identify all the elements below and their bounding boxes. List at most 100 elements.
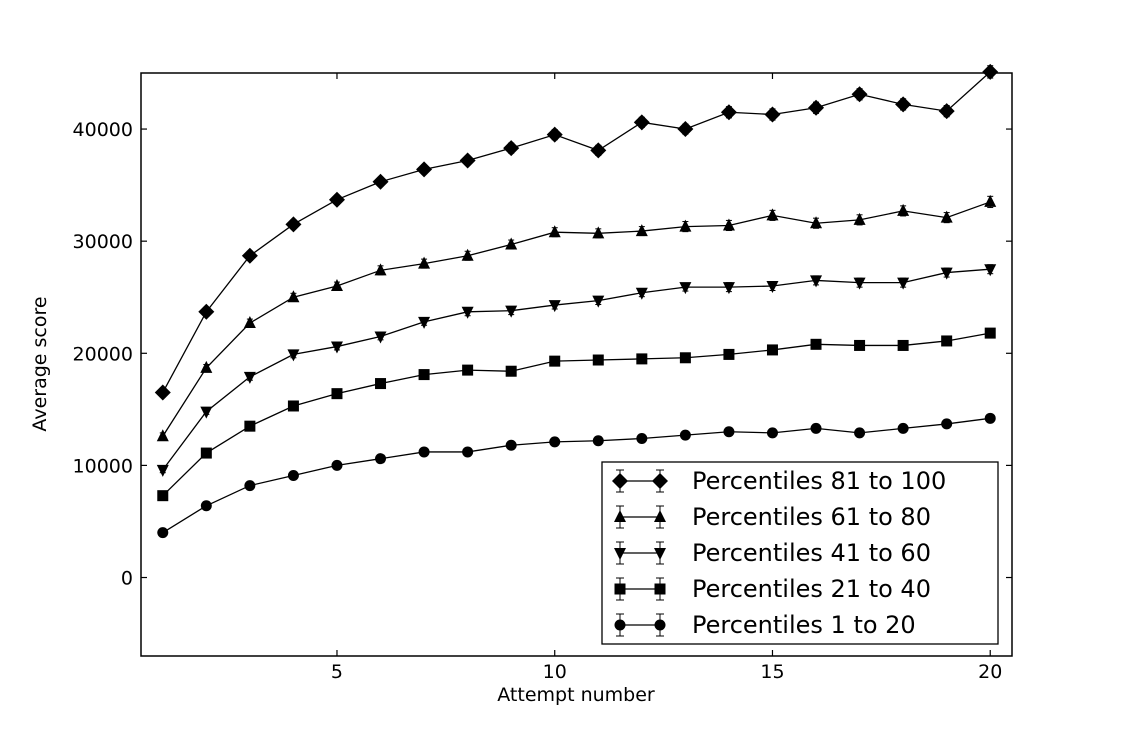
- legend-marker: [654, 548, 666, 560]
- legend-entry: Percentiles 21 to 40: [614, 575, 931, 603]
- data-point: [459, 152, 476, 169]
- data-point: [285, 216, 302, 233]
- x-axis-label: Attempt number: [497, 684, 655, 706]
- data-point: [722, 218, 735, 231]
- data-point: [633, 114, 650, 131]
- data-point: [940, 210, 953, 223]
- data-point: [200, 406, 213, 419]
- data-point: [984, 412, 996, 424]
- data-point: [200, 447, 212, 459]
- data-point: [418, 316, 431, 329]
- data-point: [418, 369, 430, 381]
- data-point: [154, 384, 171, 401]
- legend-marker: [654, 619, 666, 631]
- data-point: [243, 371, 256, 384]
- data-point: [984, 327, 996, 339]
- series-3: [156, 264, 997, 477]
- data-point: [984, 264, 997, 277]
- series-2: [156, 194, 997, 442]
- data-point: [505, 365, 517, 377]
- data-point: [418, 446, 430, 458]
- legend: Percentiles 81 to 100 Percentiles 61 to 8…: [601, 461, 999, 645]
- series-line: [162, 201, 991, 437]
- data-point: [938, 103, 955, 120]
- data-point: [156, 464, 169, 477]
- series-5: [157, 412, 996, 539]
- data-point: [549, 355, 561, 367]
- data-point: [636, 432, 648, 444]
- data-point: [766, 281, 779, 294]
- data-point: [548, 225, 561, 238]
- x-tick-label: 5: [331, 661, 343, 683]
- legend-label: Percentiles 61 to 80: [692, 503, 931, 531]
- data-point: [897, 422, 909, 434]
- data-point: [982, 63, 999, 80]
- y-tick-label: 0: [121, 568, 133, 590]
- series-4: [157, 327, 996, 502]
- data-point: [505, 439, 517, 451]
- data-point: [679, 352, 691, 364]
- data-point: [940, 267, 953, 280]
- data-point: [549, 436, 561, 448]
- data-point: [853, 277, 866, 290]
- data-point: [941, 418, 953, 430]
- data-point: [808, 99, 825, 116]
- series-1: [154, 63, 999, 401]
- data-point: [635, 224, 648, 237]
- data-point: [592, 435, 604, 447]
- legend-label: Percentiles 41 to 60: [692, 539, 931, 567]
- legend-marker: [614, 548, 626, 560]
- data-point: [677, 121, 694, 138]
- legend-marker: [654, 510, 666, 522]
- data-point: [461, 248, 474, 261]
- y-tick-label: 10000: [73, 455, 133, 477]
- data-point: [461, 306, 474, 319]
- data-point: [679, 429, 691, 441]
- data-point: [241, 247, 258, 264]
- data-point: [766, 427, 778, 439]
- series-layer: [154, 63, 999, 539]
- data-point: [810, 338, 822, 350]
- data-point: [592, 354, 604, 366]
- data-point: [853, 212, 866, 225]
- data-point: [592, 295, 605, 308]
- data-point: [331, 459, 343, 471]
- data-point: [328, 191, 345, 208]
- data-point: [941, 335, 953, 347]
- data-point: [157, 527, 169, 539]
- legend-entry: Percentiles 41 to 60: [614, 539, 931, 567]
- legend-label: Percentiles 81 to 100: [692, 467, 946, 495]
- data-point: [679, 219, 692, 232]
- legend-entry: Percentiles 1 to 20: [614, 611, 916, 639]
- data-point: [418, 256, 431, 269]
- data-point: [287, 469, 299, 481]
- x-tick-label: 20: [978, 661, 1002, 683]
- data-point: [375, 453, 387, 465]
- y-tick-label: 20000: [73, 343, 133, 365]
- data-point: [462, 364, 474, 376]
- data-point: [198, 303, 215, 320]
- data-point: [810, 275, 823, 288]
- data-point: [374, 263, 387, 276]
- x-tick-label: 15: [760, 661, 784, 683]
- data-point: [722, 282, 735, 295]
- data-point: [984, 194, 997, 207]
- data-point: [897, 339, 909, 351]
- data-point: [372, 173, 389, 190]
- data-point: [243, 316, 256, 329]
- legend-entry: Percentiles 81 to 100: [612, 467, 946, 495]
- legend-marker: [654, 583, 666, 595]
- data-point: [720, 104, 737, 121]
- data-point: [636, 353, 648, 365]
- series-line: [162, 332, 991, 497]
- data-point: [723, 348, 735, 360]
- data-point: [200, 500, 212, 512]
- data-point: [592, 226, 605, 239]
- y-axis-label: Average score: [29, 296, 51, 431]
- data-point: [897, 203, 910, 216]
- x-tick-label: 10: [543, 661, 567, 683]
- data-point: [374, 331, 387, 344]
- ticks-layer: 5 10 15 20 0 10000 20000 30000 40000: [73, 73, 1012, 683]
- data-point: [590, 142, 607, 159]
